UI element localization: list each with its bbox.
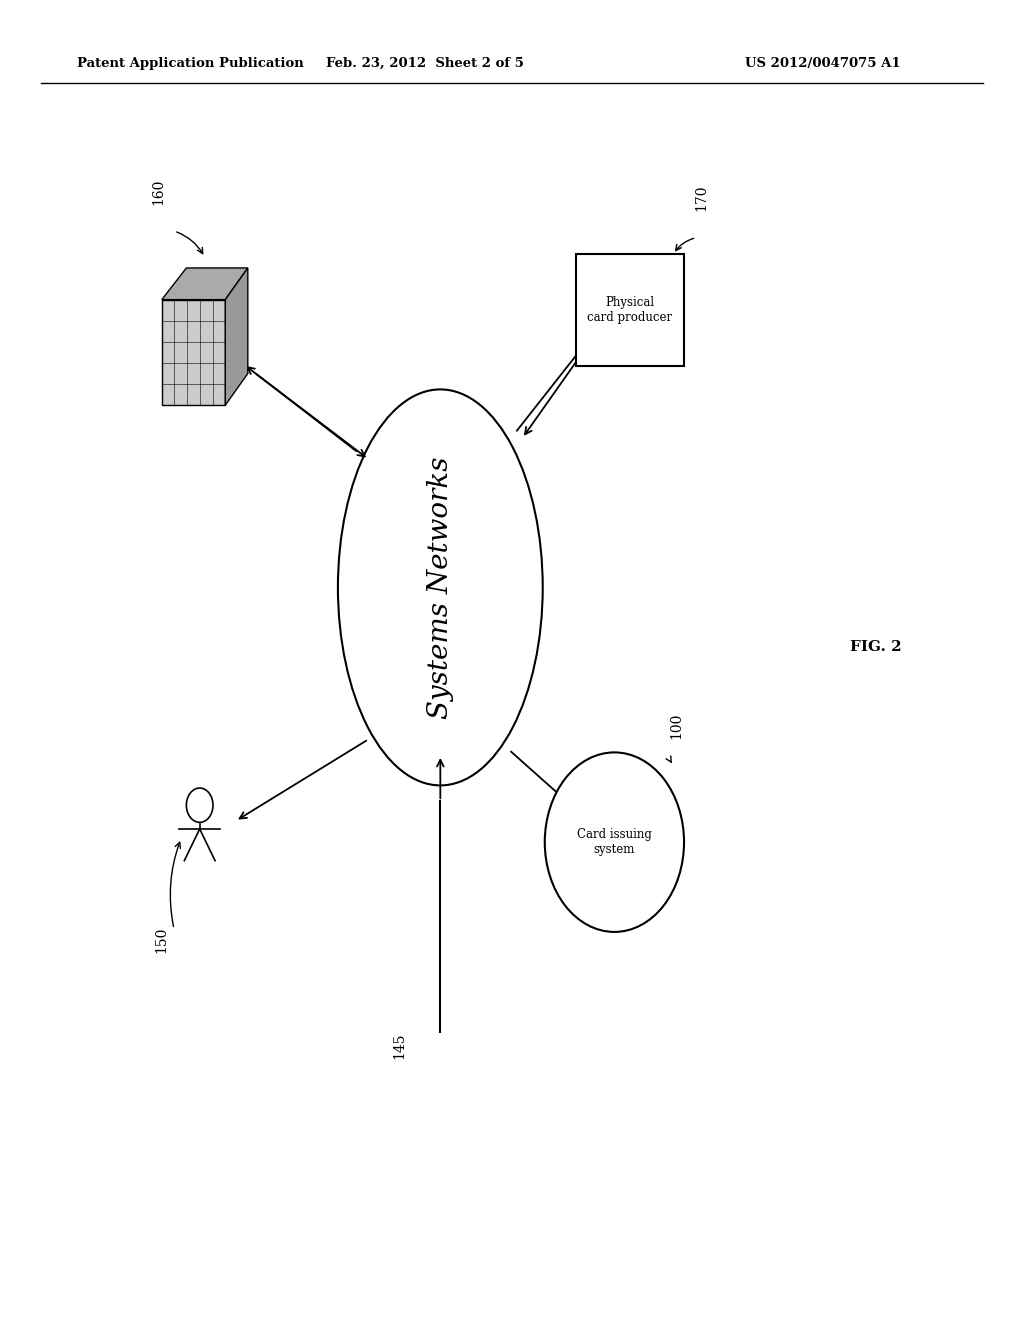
- Text: 100: 100: [669, 713, 683, 739]
- Text: 145: 145: [392, 1032, 407, 1059]
- Circle shape: [186, 788, 213, 822]
- Text: 160: 160: [152, 178, 166, 205]
- Text: 150: 150: [155, 927, 169, 953]
- Text: 170: 170: [694, 185, 709, 211]
- FancyBboxPatch shape: [575, 253, 684, 366]
- Text: Card issuing
system: Card issuing system: [577, 828, 652, 857]
- Text: Physical
card producer: Physical card producer: [587, 296, 673, 325]
- Polygon shape: [225, 268, 248, 405]
- Text: US 2012/0047075 A1: US 2012/0047075 A1: [745, 57, 901, 70]
- Polygon shape: [162, 300, 225, 405]
- Ellipse shape: [338, 389, 543, 785]
- Text: Systems Networks: Systems Networks: [427, 457, 454, 718]
- Text: Patent Application Publication: Patent Application Publication: [77, 57, 303, 70]
- Text: Feb. 23, 2012  Sheet 2 of 5: Feb. 23, 2012 Sheet 2 of 5: [326, 57, 524, 70]
- Circle shape: [545, 752, 684, 932]
- Text: FIG. 2: FIG. 2: [850, 640, 901, 653]
- Polygon shape: [162, 268, 248, 300]
